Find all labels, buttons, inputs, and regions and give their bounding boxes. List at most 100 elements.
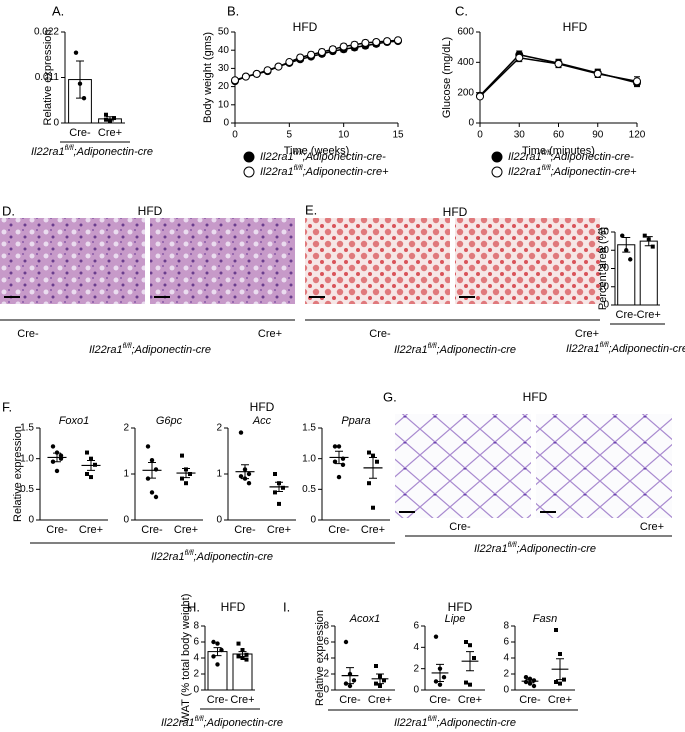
x-tick-label: Cre+ [548, 694, 572, 706]
x-tick-label: Cre- [519, 694, 541, 706]
y-tick-label: 600 [457, 27, 474, 38]
data-point [340, 462, 346, 467]
x-tick-label: Cre- [328, 524, 350, 536]
legend-marker [243, 166, 255, 178]
data-point [371, 453, 375, 458]
genotype-sup: fl/fl [294, 165, 303, 172]
data-point [620, 233, 625, 238]
genotype-label: Il22ra1fl/fl;Adiponectin-cre [151, 550, 273, 563]
panel-title: HFD [523, 390, 548, 404]
data-point [468, 682, 472, 687]
y-tick-label: 2 [123, 423, 129, 434]
panel-label: G. [383, 389, 397, 404]
y-tick-label: 200 [457, 87, 474, 98]
y-tick-label: 6 [193, 637, 199, 648]
panel-label: A. [52, 3, 64, 18]
genotype-sup: fl/fl [195, 716, 204, 723]
marker [372, 38, 381, 47]
data-point [93, 462, 97, 467]
panel-title: HFD [138, 204, 163, 218]
genotype-rest: ;Adiponectin-cre [194, 551, 274, 563]
panel-label: B. [227, 3, 239, 18]
marker [296, 53, 305, 62]
genotype-base: Il22ra1 [394, 344, 428, 356]
x-tick-label: Cre+ [458, 694, 482, 706]
x-tick-label: 30 [514, 130, 526, 141]
genotype-sup: fl/fl [600, 342, 609, 349]
genotype-base: Il22ra1 [89, 344, 123, 356]
group-label: Cre- [369, 328, 391, 340]
data-point [531, 678, 537, 683]
data-point [145, 476, 151, 481]
marker [285, 58, 294, 67]
y-tick-label: 6 [503, 637, 509, 648]
y-tick-label: 0 [223, 118, 229, 129]
x-tick-label: Cre- [141, 524, 163, 536]
gene-label: G6pc [156, 415, 183, 427]
y-tick-label: 4 [193, 653, 199, 664]
data-point [375, 459, 379, 464]
y-tick-label: 20 [598, 263, 610, 274]
data-point [149, 490, 155, 495]
histology-image [455, 218, 600, 304]
y-axis-label: Glucose (mg/dL) [441, 37, 453, 118]
y-tick-label: 2 [503, 669, 509, 680]
data-point [523, 675, 529, 680]
y-tick-label: 6 [413, 621, 419, 632]
data-point [433, 634, 439, 639]
genotype-label: Il22ra1fl/fl;Adiponectin-cre [566, 342, 685, 355]
marker [361, 38, 370, 47]
data-point [464, 680, 468, 685]
data-point [367, 481, 371, 486]
data-point [184, 467, 188, 472]
data-point [371, 505, 375, 510]
x-tick-label: Cre+ [230, 694, 254, 706]
genotype-base: Il22ra1 [260, 166, 294, 178]
data-point [211, 654, 216, 659]
y-tick-label: 1.0 [302, 453, 316, 464]
scale-bars [4, 296, 556, 513]
y-tick-label: 10 [218, 99, 230, 110]
data-point [238, 474, 244, 479]
x-tick-label: 0 [477, 130, 483, 141]
error-bar [466, 651, 474, 672]
x-tick-label: Cre- [46, 524, 68, 536]
data-point [472, 656, 476, 660]
y-tick-label: 2 [193, 669, 199, 680]
data-point [85, 472, 89, 476]
data-point [153, 494, 159, 500]
y-tick-label: 40 [598, 227, 610, 238]
y-axis-label: Percent area (%) [597, 227, 609, 310]
data-point [54, 468, 60, 474]
group-label: Cre- [449, 521, 471, 533]
data-point [104, 112, 108, 117]
data-point [180, 476, 184, 481]
y-tick-label: 0.022 [34, 27, 59, 38]
genotype-label: Il22ra1fl/fl;Adiponectin-cre [161, 716, 283, 729]
histology-image [0, 218, 145, 304]
genotype-sup: fl/fl [65, 145, 74, 152]
data-point [85, 450, 89, 455]
y-tick-label: 0 [28, 515, 34, 526]
histology-image [536, 414, 672, 518]
data-point [642, 233, 647, 238]
y-axis-label: Relative expression [12, 426, 24, 522]
data-point [184, 481, 188, 486]
y-tick-label: 4 [323, 653, 329, 664]
data-point [89, 475, 93, 480]
group-label: Cre+ [575, 328, 599, 340]
data-point [54, 450, 60, 455]
series-line [234, 39, 399, 81]
data-point [246, 471, 252, 477]
genotype-sup: fl/fl [508, 542, 517, 549]
marker [241, 72, 250, 81]
y-tick-label: 0 [413, 685, 419, 696]
genotype-label: Il22ra1fl/fl;Adiponectin-cre [394, 343, 516, 356]
gene-label: Acox1 [349, 613, 381, 625]
genotype-rest: ;Adiponectin-cre- [551, 151, 634, 163]
data-point [558, 652, 562, 656]
data-point [351, 678, 357, 683]
data-point [242, 467, 248, 472]
x-tick-label: Cre+ [79, 524, 103, 536]
data-point [238, 430, 244, 435]
